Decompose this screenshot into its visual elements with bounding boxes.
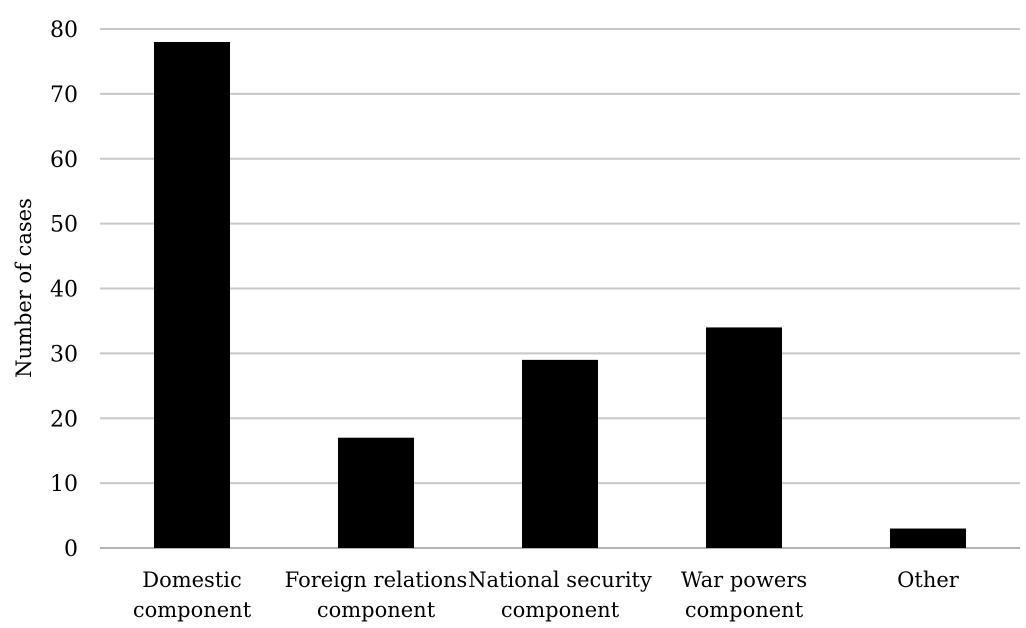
- x-category-label-line: component: [133, 598, 252, 622]
- y-tick-label: 40: [50, 278, 78, 303]
- bar: [890, 528, 966, 548]
- bar: [522, 359, 598, 548]
- y-tick-label: 70: [50, 83, 78, 108]
- bar: [154, 41, 230, 548]
- bar: [338, 437, 414, 548]
- x-category-label-line: Domestic: [142, 568, 242, 592]
- x-category-label-line: War powers: [681, 568, 807, 592]
- y-axis-ticks: 0 10 20 30 40 50 60 70 80: [50, 18, 78, 562]
- y-tick-label: 20: [50, 407, 78, 432]
- x-axis-labels: Domestic component Foreign relations compon…: [133, 568, 960, 622]
- bars: [154, 41, 966, 548]
- y-tick-label: 60: [50, 148, 78, 173]
- x-category-label: Other: [897, 568, 960, 592]
- x-category-label-line: component: [501, 598, 620, 622]
- x-category-label: War powers component: [681, 568, 807, 622]
- x-category-label-line: National security: [468, 568, 652, 592]
- x-category-label: National security component: [468, 568, 652, 622]
- y-tick-label: 30: [50, 342, 78, 367]
- gridlines: [100, 28, 1020, 549]
- y-tick-label: 80: [50, 18, 78, 43]
- y-tick-label: 10: [50, 472, 78, 497]
- x-category-label-line: component: [685, 598, 804, 622]
- x-category-label-line: Foreign relations: [285, 568, 468, 592]
- x-category-label-line: Other: [897, 568, 960, 592]
- bar: [706, 327, 782, 548]
- x-category-label: Domestic component: [133, 568, 252, 622]
- y-axis-title: Number of cases: [12, 198, 36, 378]
- y-tick-label: 50: [50, 213, 78, 238]
- x-category-label: Foreign relations component: [285, 568, 468, 622]
- y-tick-label: 0: [64, 537, 78, 562]
- x-category-label-line: component: [317, 598, 436, 622]
